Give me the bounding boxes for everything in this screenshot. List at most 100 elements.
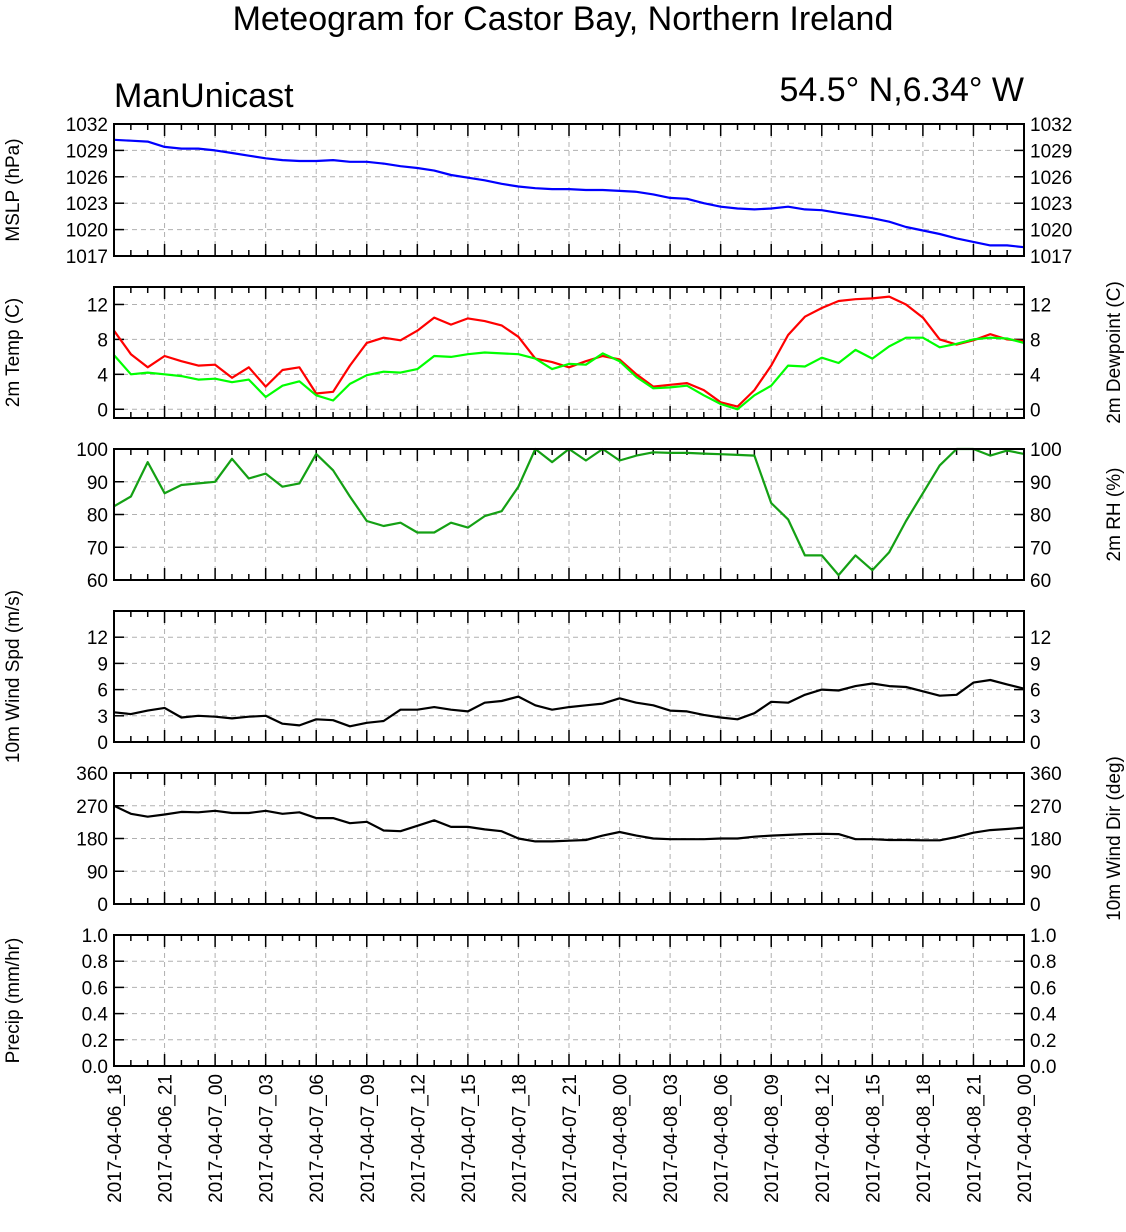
panel-wind_dir: 0 0 90 90 180 180 270 270 360 360 10m Wind Dir (de… [76,756,1125,921]
y-tick-label-right: 1032 [1030,115,1072,136]
y-tick-label-right: 360 [1030,764,1062,785]
x-tick-label: 2017-04-08_12 [813,1074,834,1203]
y-tick-label-right: 80 [1030,506,1051,527]
y-tick-label-right: 1020 [1030,221,1072,242]
location-label: 54.5° N,6.34° W [779,71,1024,109]
x-tick-label: 2017-04-06_21 [156,1074,177,1203]
y-tick-label-right: 12 [1030,628,1051,649]
y-tick-label-right: 1017 [1030,247,1072,268]
y-tick-label-right: 70 [1030,538,1051,559]
y-tick-label-left: 0.4 [82,1005,109,1026]
series-line-temp [113,295,1025,408]
model-label: ManUnicast [114,77,294,115]
x-tick-label: 2017-04-07_00 [206,1074,227,1203]
x-tick-label: 2017-04-07_15 [459,1074,480,1203]
panel-precip: 0.0 0.0 0.2 0.2 0.4 0.4 0.6 0.6 0.8 0.8 1.0 1.0 Prec… [3,926,1057,1078]
y-tick-label-left: 4 [97,365,108,386]
y-axis-label-left: MSLP (hPa) [3,138,24,241]
y-tick-label-right: 1026 [1030,168,1072,189]
panel-frame [113,123,1025,257]
y-tick-label-right: 12 [1030,295,1051,316]
series-line-mslp [113,138,1025,249]
y-tick-label-left: 1017 [66,247,108,268]
y-tick-label-left: 90 [87,473,108,494]
x-tick-label: 2017-04-08_00 [611,1074,632,1203]
chart-title: Meteogram for Castor Bay, Northern Irela… [233,0,894,38]
y-tick-label-right: 270 [1030,797,1062,818]
x-tick-label: 2017-04-07_03 [257,1074,278,1203]
panel-frame [113,448,1025,581]
series-line-wind [113,804,1025,843]
y-tick-label-right: 180 [1030,830,1062,851]
x-tick-label: 2017-04-08_15 [863,1074,884,1203]
y-tick-label-left: 0.0 [82,1057,108,1078]
x-tick-label: 2017-04-09_00 [1015,1074,1036,1203]
y-tick-label-left: 270 [76,797,108,818]
y-tick-label-left: 9 [97,654,108,675]
y-tick-label-left: 0 [97,895,108,916]
y-tick-label-right: 0.6 [1030,978,1056,999]
y-tick-label-left: 0.8 [82,952,108,973]
y-tick-label-left: 90 [87,862,108,883]
y-axis-label-right: 10m Wind Dir (deg) [1104,756,1125,921]
y-tick-label-right: 1.0 [1030,926,1056,947]
x-tick-label: 2017-04-08_03 [661,1074,682,1203]
y-tick-label-right: 0.8 [1030,952,1056,973]
y-tick-label-left: 1023 [66,194,108,215]
y-tick-label-right: 4 [1030,365,1041,386]
y-tick-label-left: 3 [97,707,108,728]
panel-wind_speed: 0 0 3 3 6 6 9 9 12 12 10m Wind Spd (m/s) [3,590,1051,763]
y-tick-label-left: 12 [87,628,108,649]
x-tick-label: 2017-04-07_21 [560,1074,581,1203]
x-tick-label: 2017-04-07_12 [408,1074,429,1203]
y-tick-label-right: 1029 [1030,141,1072,162]
panel-frame [113,610,1025,743]
panel-rh: 60 60 70 70 80 80 90 90 100 100 2m RH (%) [76,440,1125,592]
y-tick-label-right: 100 [1030,440,1062,461]
y-tick-label-right: 1023 [1030,194,1072,215]
y-tick-label-right: 9 [1030,654,1041,675]
y-axis-label-left: 10m Wind Spd (m/s) [3,590,24,763]
y-tick-label-left: 12 [87,295,108,316]
y-tick-label-right: 90 [1030,862,1051,883]
y-axis-label-right: 2m RH (%) [1104,468,1125,562]
y-tick-label-left: 8 [97,330,108,351]
panel-frame [113,772,1025,905]
y-tick-label-left: 1020 [66,221,108,242]
y-tick-label-left: 180 [76,830,108,851]
panel-frame [113,934,1025,1067]
x-tick-label: 2017-04-07_06 [307,1074,328,1203]
y-tick-label-left: 0.6 [82,978,108,999]
y-tick-label-right: 6 [1030,681,1041,702]
x-tick-label: 2017-04-07_09 [358,1074,379,1203]
x-tick-label: 2017-04-08_09 [762,1074,783,1203]
y-tick-label-left: 6 [97,681,108,702]
y-tick-label-left: 0.2 [82,1031,108,1052]
y-tick-label-left: 1.0 [82,926,108,947]
y-axis-label-left: 2m Temp (C) [3,298,24,407]
panels: 1017 1017 1020 1020 1023 1023 1026 1026 1029 1029… [3,115,1125,1203]
y-tick-label-right: 90 [1030,473,1051,494]
y-tick-label-left: 80 [87,506,108,527]
y-tick-label-left: 100 [76,440,108,461]
y-tick-label-right: 8 [1030,330,1041,351]
y-tick-label-left: 60 [87,571,108,592]
y-tick-label-right: 0 [1030,733,1041,754]
y-tick-label-right: 0.0 [1030,1057,1056,1078]
y-tick-label-left: 1032 [66,115,108,136]
panel-temp: 0 0 4 4 8 8 12 12 2m Temp (C) 2m Dewpoint (C) [3,281,1125,424]
y-axis-label-right: 2m Dewpoint (C) [1104,281,1125,424]
y-tick-label-left: 0 [97,733,108,754]
panel-mslp: 1017 1017 1020 1020 1023 1023 1026 1026 1029 1029… [3,115,1072,268]
x-tick-label: 2017-04-08_21 [964,1074,985,1203]
x-tick-label: 2017-04-08_18 [914,1074,935,1203]
y-tick-label-right: 60 [1030,571,1051,592]
y-tick-label-right: 0 [1030,895,1041,916]
y-tick-label-left: 0 [97,400,108,421]
x-tick-label: 2017-04-07_18 [509,1074,530,1203]
y-tick-label-right: 3 [1030,707,1041,728]
series-line-wind [113,678,1025,728]
y-tick-label-left: 70 [87,538,108,559]
y-tick-label-right: 0 [1030,400,1041,421]
